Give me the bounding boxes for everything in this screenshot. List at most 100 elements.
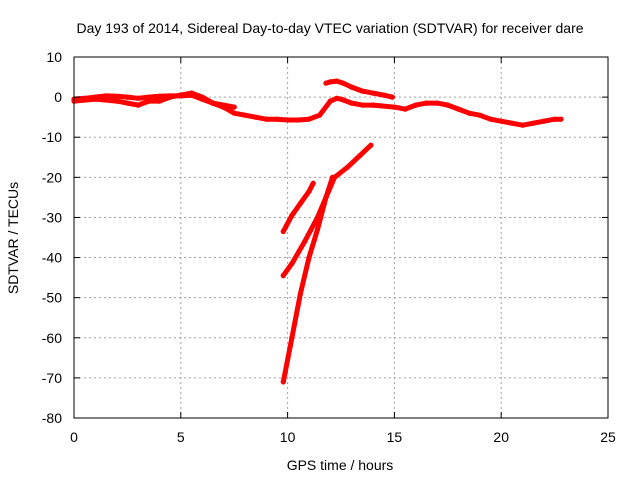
x-axis-label: GPS time / hours bbox=[287, 457, 394, 473]
chart-title: Day 193 of 2014, Sidereal Day-to-day VTE… bbox=[76, 20, 583, 36]
data-point-descending-segment-a bbox=[310, 180, 316, 186]
data-point-main-track bbox=[370, 102, 376, 108]
data-point-upper-arc bbox=[327, 79, 333, 85]
data-point-upper-arc bbox=[323, 80, 329, 86]
data-point-main-track bbox=[434, 100, 440, 106]
data-point-main-track bbox=[558, 116, 564, 122]
x-tick-label: 10 bbox=[280, 429, 296, 445]
y-tick-label: -30 bbox=[42, 209, 62, 225]
data-point-main-track bbox=[295, 117, 301, 123]
data-point-main-track bbox=[231, 110, 237, 116]
data-point-parallel-track bbox=[156, 98, 162, 104]
data-point-main-track bbox=[156, 93, 162, 99]
data-point-upper-arc bbox=[359, 88, 365, 94]
data-point-descending-segment-a bbox=[289, 212, 295, 218]
data-point-upper-arc bbox=[334, 78, 340, 84]
data-point-main-track bbox=[114, 93, 120, 99]
data-point-descending-segment-b bbox=[280, 273, 286, 279]
x-tick-label: 25 bbox=[600, 429, 616, 445]
data-point-descending-segment-b bbox=[302, 238, 308, 245]
data-point-main-track bbox=[455, 106, 462, 112]
x-tick-label: 5 bbox=[177, 429, 185, 445]
data-point-main-track bbox=[477, 112, 483, 118]
y-tick-label: 10 bbox=[46, 49, 62, 65]
data-point-descending-segment-c bbox=[314, 226, 321, 233]
data-point-descending-segment-b bbox=[344, 164, 350, 170]
data-point-main-track bbox=[338, 96, 344, 102]
data-point-parallel-track bbox=[231, 104, 237, 110]
data-point-parallel-track bbox=[92, 96, 98, 102]
data-point-main-track bbox=[520, 122, 526, 128]
data-point-main-track bbox=[402, 106, 408, 112]
data-point-main-track bbox=[349, 100, 355, 106]
data-point-descending-segment-c bbox=[306, 255, 312, 261]
data-point-upper-arc bbox=[370, 90, 376, 96]
data-point-upper-arc bbox=[389, 94, 395, 100]
data-point-parallel-track bbox=[146, 98, 152, 104]
y-tick-label: -20 bbox=[42, 169, 62, 185]
data-point-main-track bbox=[445, 102, 451, 108]
data-point-upper-arc bbox=[349, 84, 355, 90]
data-point-main-track bbox=[306, 116, 312, 122]
data-point-parallel-track bbox=[178, 92, 184, 98]
data-point-parallel-track bbox=[124, 100, 130, 106]
y-tick-label: -60 bbox=[42, 330, 62, 346]
data-point-main-track bbox=[466, 110, 472, 116]
data-point-parallel-track bbox=[220, 102, 227, 108]
data-point-parallel-track bbox=[210, 100, 216, 106]
data-point-descending-segment-b bbox=[357, 152, 363, 158]
data-point-main-track bbox=[274, 116, 280, 122]
data-point-descending-segment-c bbox=[329, 174, 336, 180]
data-point-main-track bbox=[253, 114, 259, 120]
data-point-descending-segment-b bbox=[368, 142, 374, 148]
data-point-main-track bbox=[413, 102, 419, 108]
y-tick-label: -70 bbox=[42, 370, 62, 386]
y-axis-label: SDTVAR / TECUs bbox=[5, 182, 21, 294]
data-point-main-track bbox=[327, 98, 333, 104]
data-point-descending-segment-a bbox=[306, 188, 312, 194]
data-point-main-track bbox=[552, 116, 558, 122]
y-tick-label: -80 bbox=[42, 410, 62, 426]
data-point-upper-arc bbox=[340, 80, 346, 86]
data-point-main-track bbox=[498, 118, 504, 124]
series-layer bbox=[71, 78, 564, 385]
data-point-main-track bbox=[541, 118, 547, 124]
data-point-descending-segment-a bbox=[280, 228, 286, 235]
data-point-descending-segment-c bbox=[289, 335, 295, 341]
y-tick-label: -40 bbox=[42, 250, 62, 266]
x-tick-label: 0 bbox=[70, 429, 78, 445]
data-point-parallel-track bbox=[188, 90, 195, 96]
data-point-main-track bbox=[242, 112, 248, 118]
data-point-upper-arc bbox=[381, 92, 387, 98]
data-point-parallel-track bbox=[114, 98, 120, 104]
data-point-parallel-track bbox=[135, 102, 141, 108]
data-point-main-track bbox=[135, 95, 141, 101]
plot-frame bbox=[73, 56, 609, 419]
data-point-main-track bbox=[391, 104, 397, 110]
y-tick-label: 0 bbox=[54, 89, 62, 105]
data-point-main-track bbox=[146, 94, 152, 100]
data-point-main-track bbox=[285, 117, 291, 123]
data-point-main-track bbox=[124, 94, 130, 100]
data-point-main-track bbox=[317, 112, 323, 118]
data-point-main-track bbox=[487, 116, 494, 122]
data-point-parallel-track bbox=[199, 94, 205, 100]
data-point-descending-segment-b bbox=[289, 261, 295, 267]
data-point-parallel-track bbox=[167, 94, 173, 100]
data-point-main-track bbox=[530, 120, 536, 126]
x-tick-label: 20 bbox=[493, 429, 509, 445]
data-point-main-track bbox=[263, 116, 269, 122]
data-point-main-track bbox=[509, 120, 515, 126]
y-tick-label: -10 bbox=[42, 129, 62, 145]
data-point-main-track bbox=[423, 100, 429, 106]
axis-ticks: 0 5 10 15 20 25 10 0 -10 -20 -30 -40 -50 -60 -70 -80 bbox=[42, 49, 616, 445]
data-point-descending-segment-a bbox=[297, 200, 303, 206]
data-point-descending-segment-c bbox=[323, 194, 329, 200]
data-point-descending-segment-c bbox=[280, 379, 286, 385]
data-point-main-track bbox=[103, 93, 109, 99]
data-point-descending-segment-c bbox=[297, 291, 303, 297]
data-point-main-track bbox=[334, 95, 340, 101]
x-tick-label: 15 bbox=[387, 429, 403, 445]
